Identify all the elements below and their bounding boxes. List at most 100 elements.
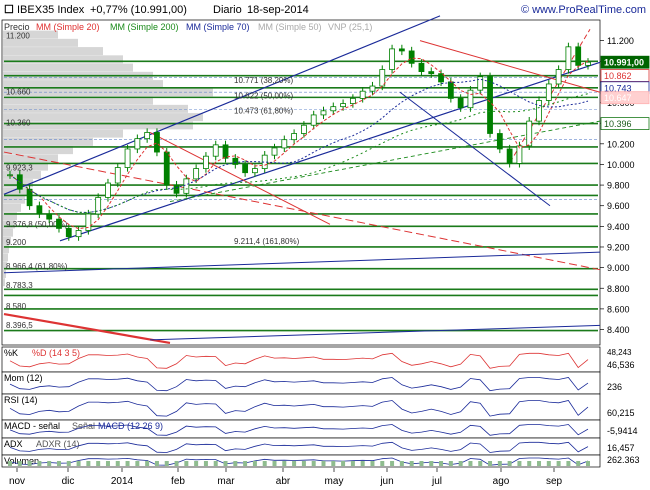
indicator-rsi: RSI (14) 60,215	[1, 393, 635, 421]
x-tick-label: mar	[217, 476, 235, 487]
candle-body	[575, 46, 582, 66]
legend-price: Precio	[4, 22, 30, 32]
candle-body	[300, 124, 307, 134]
candle-body	[36, 205, 43, 215]
annotation-label: 9.923,3	[6, 163, 33, 172]
legend-mm20: MM (Simple 20)	[36, 22, 100, 32]
legend-vnp: VNP (25,1)	[328, 22, 372, 32]
volume-bar	[184, 461, 189, 466]
volume-profile-bar	[3, 80, 163, 89]
volume-bar	[497, 461, 502, 466]
volume-bar	[419, 461, 424, 466]
indicator-line	[9, 400, 589, 417]
annotation-label: 10.473 (61,80%)	[234, 107, 293, 116]
candle-body	[105, 182, 111, 198]
volume-bar	[282, 461, 287, 466]
annotation-label: 9.211,4 (161,80%)	[234, 237, 300, 246]
volume-bar	[439, 461, 444, 466]
candle-body	[467, 89, 474, 109]
candle-body	[555, 69, 562, 85]
indicator-label-secondary: ADXR (14)	[36, 439, 80, 449]
annotation-label: 8.396,5	[6, 321, 33, 330]
candle-body	[340, 103, 346, 108]
checkbox-icon[interactable]: ☐	[4, 4, 14, 16]
indicator-mom: Mom (12) 236	[1, 371, 622, 395]
volume-bar	[566, 461, 571, 466]
volume-profile-bar	[3, 269, 6, 278]
volume-bar	[243, 461, 248, 466]
volume-bar	[292, 461, 297, 466]
price-box	[600, 91, 650, 105]
candle-body	[320, 110, 327, 116]
indicator-label: %K	[4, 348, 18, 358]
x-tick-label: may	[325, 476, 344, 487]
volume-profile-bar	[3, 220, 15, 229]
ma20-line	[9, 57, 589, 230]
volume-profile-bar	[3, 104, 188, 113]
candle-body	[408, 50, 415, 64]
volume-profile-bar	[3, 278, 5, 287]
indicator-line	[9, 352, 589, 369]
x-tick-label: jun	[379, 476, 393, 487]
volume-profile-bar	[3, 129, 123, 138]
y-tick-label: 10.000	[607, 160, 635, 170]
candle-body	[536, 100, 542, 122]
volume-bar	[380, 461, 385, 466]
volume-profile-bar	[3, 137, 93, 146]
trend-line	[149, 132, 331, 225]
volume-bar	[203, 461, 208, 466]
volume-profile-bar	[3, 253, 8, 262]
volume-profile-bar	[3, 187, 28, 196]
volume-profile-bar	[3, 236, 11, 245]
candle-body	[144, 132, 151, 140]
volume-bar	[223, 461, 228, 466]
volume-bar	[194, 461, 199, 466]
candle-body	[418, 62, 425, 72]
volume-bar	[105, 461, 110, 466]
annotation-label: 9.376,8 (50,00%)	[6, 220, 68, 229]
x-tick-label: 2014	[111, 476, 134, 487]
volume-bar	[537, 461, 542, 466]
candle-body	[487, 76, 493, 134]
volume-bar	[507, 461, 512, 466]
annotation-label: 10.660	[6, 87, 31, 96]
candle-body	[75, 230, 82, 238]
website-label: © www.ProRealTime.com	[521, 4, 646, 16]
volume-profile-bar	[3, 113, 203, 122]
trend-line	[3, 251, 601, 274]
candle-body	[526, 120, 533, 147]
volume-bar	[262, 461, 267, 466]
candle-body	[389, 48, 395, 70]
volume-bar	[350, 461, 355, 466]
candle-body	[349, 98, 356, 104]
volume-profile-bar	[3, 38, 78, 47]
x-tick-label: nov	[9, 476, 25, 487]
indicator-label: RSI (14)	[4, 395, 38, 405]
volume-bar	[76, 461, 81, 466]
indicator-value: 60,215	[607, 408, 635, 418]
candle-body	[56, 218, 62, 229]
indicator-scale-label: 48,243	[607, 348, 632, 357]
volume-profile-bar	[3, 203, 21, 212]
volume-bar	[174, 461, 179, 466]
price-box-label: 10.396	[604, 119, 632, 129]
candle-body	[428, 71, 435, 75]
volume-bar	[370, 461, 375, 466]
x-tick-label: sep	[546, 476, 563, 487]
volume-bar	[576, 461, 581, 466]
volume-bar	[390, 461, 395, 466]
indicator-value: 16,457	[607, 443, 635, 453]
indicator-value: 262.363	[607, 455, 640, 465]
price-box-label: 10.991,00	[604, 58, 644, 68]
candle-body	[379, 69, 386, 87]
indicator-adx: ADX ADXR (14) 16,457	[1, 437, 635, 456]
volume-profile-bar	[3, 228, 13, 237]
change-label: +0,77% (10.991,00)	[90, 4, 187, 16]
volume-bar	[272, 461, 277, 466]
x-tick-label: jul	[431, 476, 442, 487]
volume-bar	[586, 461, 590, 466]
candle-body	[545, 83, 552, 101]
volume-bar	[37, 461, 42, 466]
annotation-label: 11.200	[6, 32, 30, 41]
